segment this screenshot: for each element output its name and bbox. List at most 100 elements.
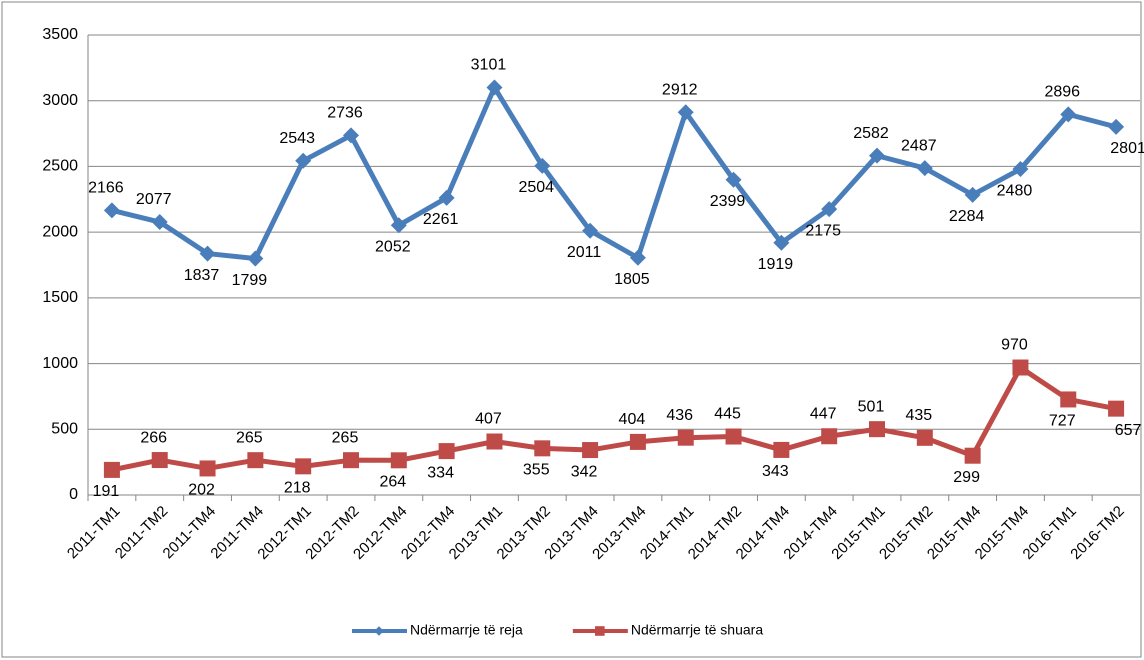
marker (343, 452, 359, 469)
marker (486, 79, 503, 96)
data-label: 266 (140, 429, 167, 446)
data-label: 264 (379, 474, 406, 491)
marker (151, 214, 168, 231)
data-label: 342 (571, 463, 598, 480)
legend-marker (374, 626, 384, 636)
y-tick-label: 1500 (42, 289, 78, 306)
y-tick-label: 1000 (42, 355, 78, 372)
marker (773, 234, 790, 251)
data-label: 435 (905, 407, 932, 424)
data-label: 657 (1115, 422, 1142, 439)
marker (821, 201, 838, 218)
marker (247, 250, 264, 267)
y-tick-label: 2000 (42, 223, 78, 240)
data-label: 970 (1001, 337, 1028, 354)
marker (390, 217, 407, 234)
data-label: 299 (953, 469, 980, 486)
marker (916, 160, 933, 177)
data-label: 265 (236, 429, 263, 446)
marker (964, 186, 981, 203)
marker (869, 147, 885, 164)
data-label: 2736 (327, 105, 363, 122)
marker (438, 189, 455, 206)
data-label: 2166 (88, 180, 124, 197)
data-label: 2896 (1044, 84, 1080, 101)
data-label: 2399 (710, 193, 746, 210)
data-label: 1799 (232, 272, 268, 289)
data-label: 727 (1049, 413, 1076, 430)
marker (1012, 359, 1029, 376)
data-label: 436 (666, 407, 693, 424)
data-label: 2480 (997, 182, 1033, 199)
marker (247, 452, 264, 469)
legend-marker (595, 626, 605, 636)
marker (964, 447, 981, 464)
y-tick-label: 0 (69, 486, 78, 503)
marker (1012, 161, 1029, 178)
marker (390, 452, 407, 469)
marker (343, 127, 359, 144)
data-label: 2582 (853, 125, 889, 142)
data-label: 2487 (901, 137, 937, 154)
marker (725, 428, 742, 445)
data-label: 2077 (136, 191, 172, 208)
data-label: 407 (475, 411, 502, 428)
data-label: 501 (858, 398, 885, 415)
legend-label: Ndërmarrje të reja (410, 622, 523, 638)
data-label: 2011 (567, 244, 602, 261)
data-label: 447 (810, 405, 837, 422)
series-line (111, 365, 1117, 473)
data-label: 265 (332, 429, 359, 446)
marker (438, 443, 455, 460)
marker (103, 202, 120, 219)
data-label: 343 (762, 463, 789, 480)
marker (582, 442, 599, 459)
marker (773, 441, 790, 458)
data-label: 202 (188, 482, 215, 499)
marker (1060, 106, 1077, 123)
data-label: 2284 (949, 208, 985, 225)
marker (725, 171, 742, 188)
data-label: 2543 (279, 130, 315, 147)
data-label: 445 (714, 406, 741, 423)
legend-label: Ndërmarrje të shuara (631, 622, 763, 638)
marker (1108, 118, 1125, 135)
data-label: 355 (523, 462, 550, 479)
marker (486, 433, 503, 450)
marker (629, 433, 646, 450)
marker (1060, 391, 1077, 408)
marker (916, 429, 933, 446)
marker (821, 428, 838, 445)
marker (629, 249, 646, 266)
data-label: 191 (93, 483, 120, 500)
data-label: 2801 (1110, 140, 1144, 157)
data-label: 2175 (805, 222, 841, 239)
marker (1108, 400, 1125, 417)
data-label: 2261 (423, 211, 459, 228)
data-label: 3101 (471, 57, 507, 74)
marker (534, 157, 551, 174)
marker (869, 421, 885, 438)
marker (534, 440, 551, 457)
marker (103, 461, 120, 478)
marker (151, 452, 168, 469)
data-label: 334 (427, 464, 454, 481)
data-label: 1837 (184, 267, 220, 284)
marker (295, 458, 312, 475)
y-tick-label: 500 (51, 421, 78, 438)
data-label: 404 (619, 411, 646, 428)
marker (677, 429, 694, 446)
data-label: 1919 (758, 256, 794, 273)
data-label: 1805 (614, 271, 650, 288)
data-label: 2912 (662, 81, 698, 98)
marker (582, 222, 599, 239)
data-label: 2052 (375, 239, 411, 256)
y-tick-label: 3000 (42, 92, 78, 109)
marker (199, 460, 216, 477)
marker (295, 152, 312, 169)
data-label: 218 (284, 480, 311, 497)
y-tick-label: 2500 (42, 158, 78, 175)
series-line (111, 84, 1117, 262)
